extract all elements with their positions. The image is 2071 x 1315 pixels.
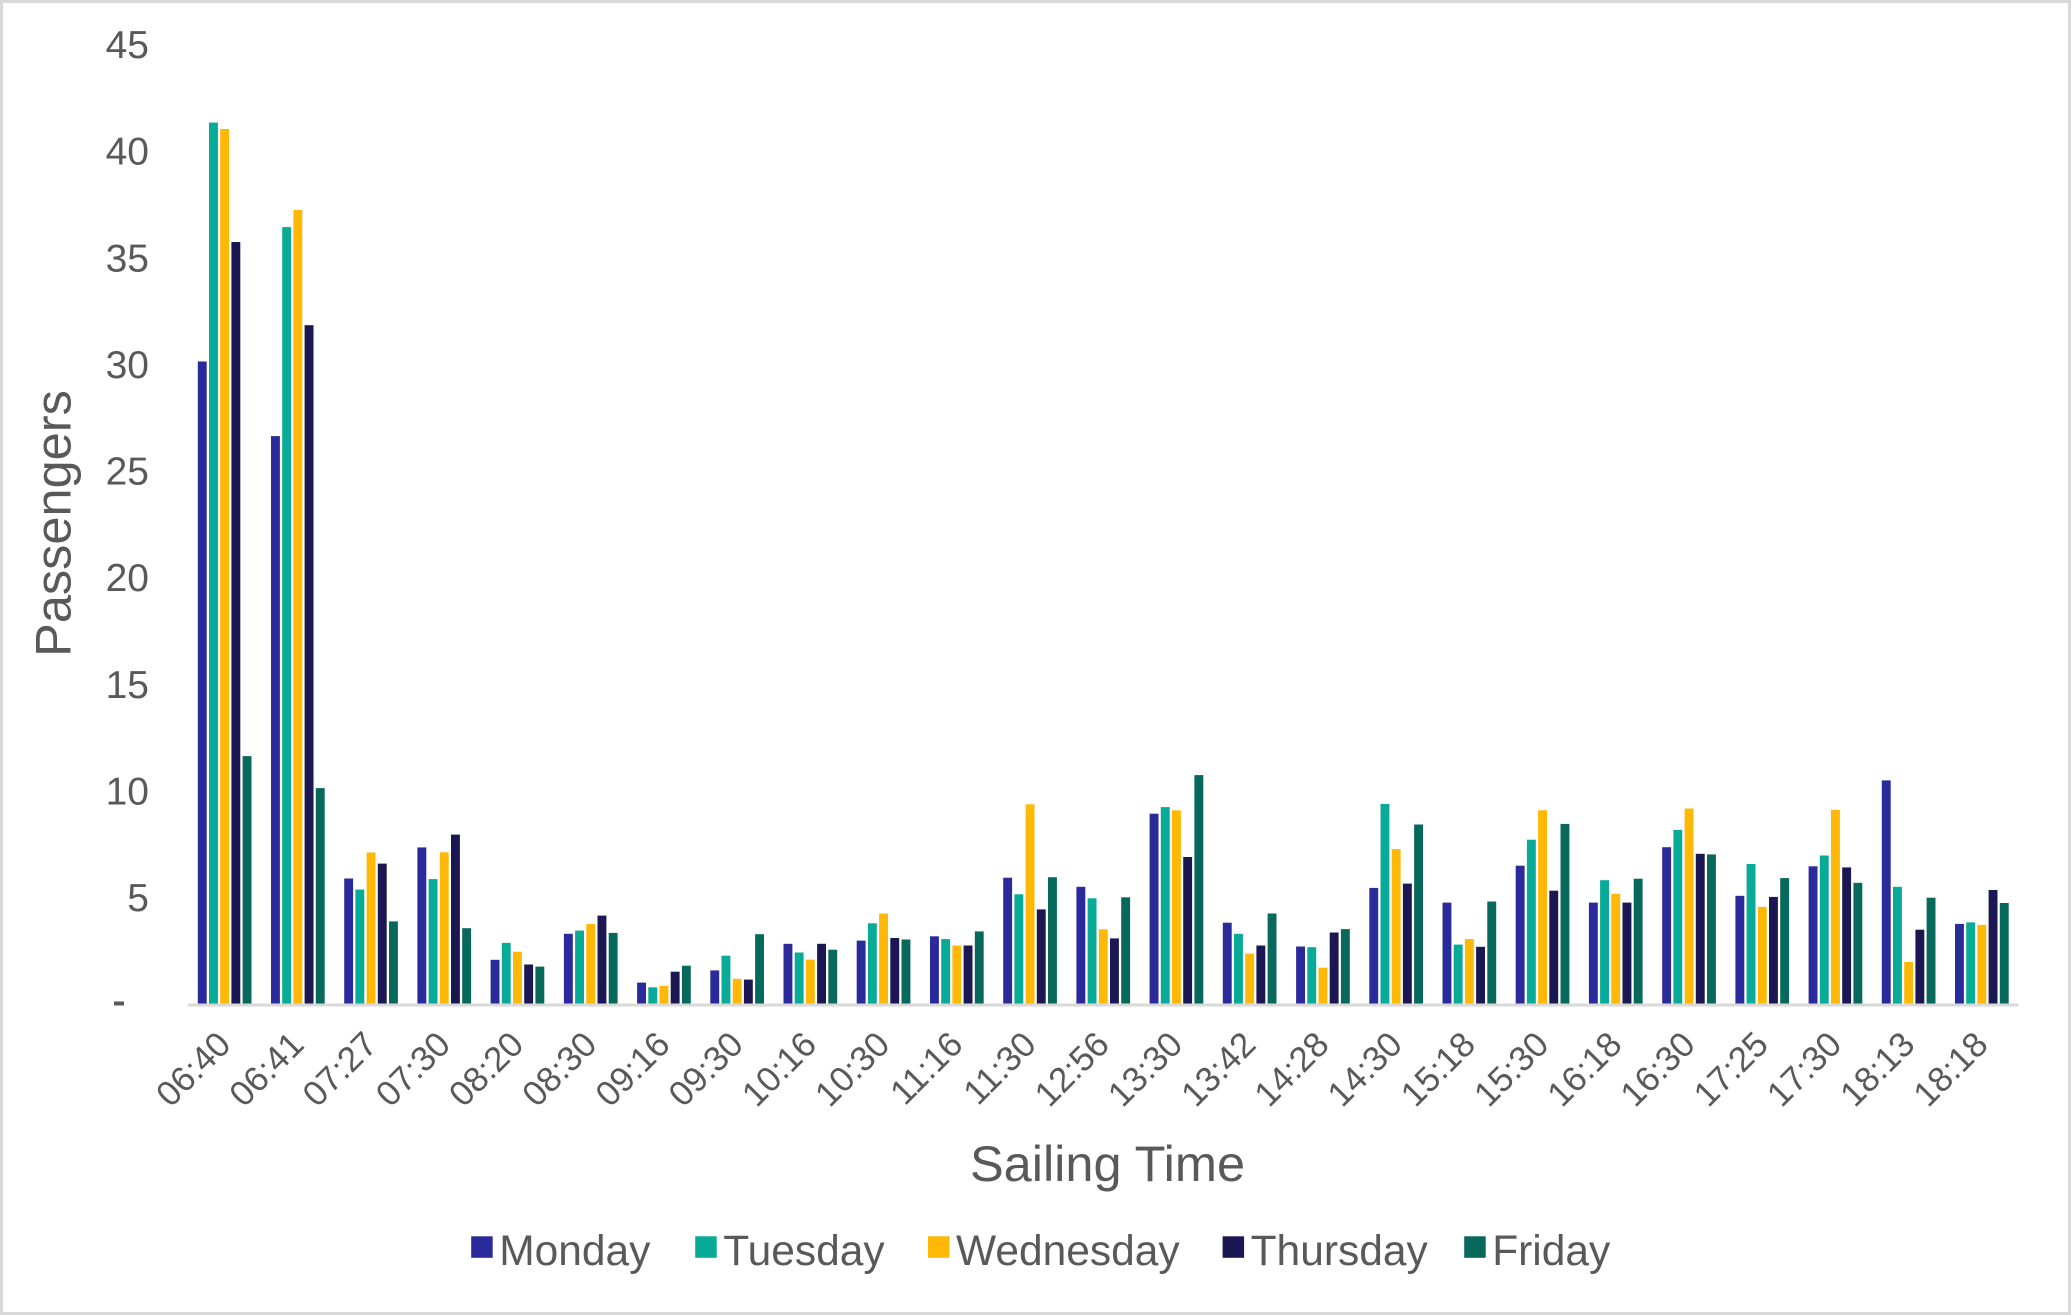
svg-text:40: 40 bbox=[106, 131, 149, 174]
svg-text:Wednesday: Wednesday bbox=[956, 1228, 1180, 1275]
svg-text:20: 20 bbox=[106, 557, 149, 600]
svg-text:25: 25 bbox=[106, 451, 149, 494]
svg-text:Monday: Monday bbox=[499, 1228, 651, 1275]
svg-text:45: 45 bbox=[106, 24, 149, 67]
svg-text:30: 30 bbox=[106, 344, 149, 387]
svg-text:Friday: Friday bbox=[1492, 1228, 1611, 1275]
svg-text:10: 10 bbox=[106, 771, 149, 814]
svg-text:Tuesday: Tuesday bbox=[723, 1228, 885, 1275]
svg-text:Sailing Time: Sailing Time bbox=[970, 1135, 1245, 1192]
svg-text:Passengers: Passengers bbox=[25, 390, 82, 657]
svg-text:15: 15 bbox=[106, 664, 149, 707]
svg-text:5: 5 bbox=[127, 877, 149, 920]
svg-text:35: 35 bbox=[106, 237, 149, 280]
svg-text:Thursday: Thursday bbox=[1251, 1228, 1429, 1275]
